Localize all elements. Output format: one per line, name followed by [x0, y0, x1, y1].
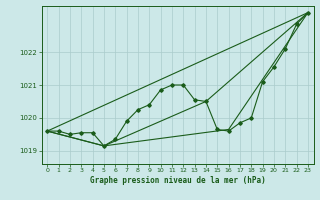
X-axis label: Graphe pression niveau de la mer (hPa): Graphe pression niveau de la mer (hPa) — [90, 176, 266, 185]
